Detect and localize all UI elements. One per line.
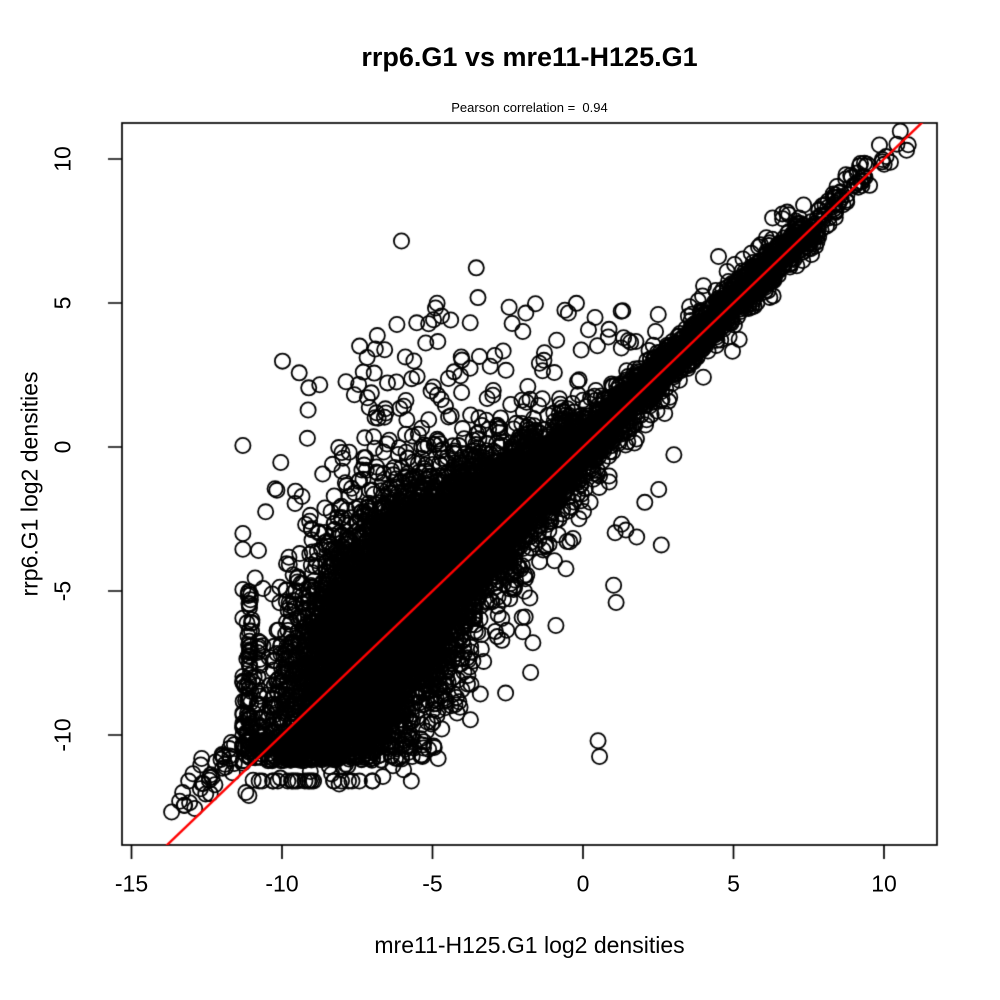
x-tick-label: -10	[265, 870, 299, 897]
y-axis-label: rrp6.G1 log2 densities	[16, 371, 43, 597]
y-tick-label: 0	[49, 440, 76, 454]
x-axis-label: mre11-H125.G1 log2 densities	[374, 932, 685, 958]
y-tick-label: -10	[49, 718, 76, 752]
y-tick-label: 5	[49, 296, 76, 310]
pearson-correlation-subtitle: Pearson correlation = 0.94	[451, 100, 608, 115]
x-tick-label: 5	[727, 870, 740, 897]
x-tick-label: -5	[422, 870, 443, 897]
chart-title: rrp6.G1 vs mre11-H125.G1	[361, 42, 698, 72]
x-tick-label: -15	[114, 870, 149, 897]
y-tick-label: 10	[49, 146, 76, 172]
y-tick-label: -5	[49, 580, 76, 602]
x-tick-label: 0	[576, 870, 590, 897]
x-tick-label: 10	[871, 870, 897, 897]
